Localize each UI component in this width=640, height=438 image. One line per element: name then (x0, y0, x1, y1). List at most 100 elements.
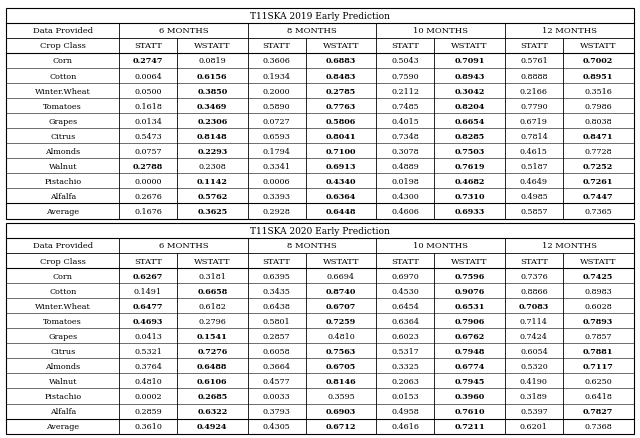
Text: 0.8038: 0.8038 (584, 117, 612, 125)
Text: 0.0153: 0.0153 (392, 392, 419, 400)
Text: 0.7596: 0.7596 (454, 272, 484, 280)
Text: 0.5761: 0.5761 (520, 57, 548, 65)
Text: 0.8888: 0.8888 (520, 72, 548, 80)
Text: 0.2796: 0.2796 (198, 317, 226, 325)
Text: 0.7763: 0.7763 (326, 102, 356, 110)
Text: 0.2166: 0.2166 (520, 87, 548, 95)
Text: 0.3469: 0.3469 (197, 102, 227, 110)
Text: Winter.Wheat: Winter.Wheat (35, 87, 91, 95)
Text: 0.2308: 0.2308 (198, 162, 226, 170)
Text: 0.2063: 0.2063 (391, 377, 419, 385)
Text: 0.5320: 0.5320 (520, 362, 548, 370)
Text: 0.7790: 0.7790 (520, 102, 548, 110)
Text: 0.6418: 0.6418 (584, 392, 612, 400)
Text: 12 MONTHS: 12 MONTHS (542, 27, 596, 35)
Text: 0.6719: 0.6719 (520, 117, 548, 125)
Text: Average: Average (46, 208, 79, 215)
Text: 0.3850: 0.3850 (197, 87, 227, 95)
Text: 0.3610: 0.3610 (134, 422, 162, 430)
Text: Tomatoes: Tomatoes (44, 317, 82, 325)
Text: 12 MONTHS: 12 MONTHS (542, 242, 596, 250)
Text: 0.3189: 0.3189 (520, 392, 548, 400)
Text: 0.6054: 0.6054 (520, 347, 548, 355)
Text: 0.6903: 0.6903 (326, 407, 356, 415)
Text: STATT: STATT (134, 42, 162, 50)
Text: 0.4300: 0.4300 (392, 192, 419, 201)
Text: STATT: STATT (262, 257, 291, 265)
Text: 0.8285: 0.8285 (454, 132, 484, 141)
Text: 0.7117: 0.7117 (583, 362, 614, 370)
Text: 0.6762: 0.6762 (454, 332, 484, 340)
Text: 0.7276: 0.7276 (197, 347, 227, 355)
Text: 0.6322: 0.6322 (197, 407, 227, 415)
Text: 0.3595: 0.3595 (327, 392, 355, 400)
Text: WSTATT: WSTATT (451, 42, 488, 50)
Text: 0.8951: 0.8951 (583, 72, 614, 80)
Text: 0.6448: 0.6448 (326, 208, 356, 215)
Text: 0.6028: 0.6028 (584, 302, 612, 310)
Text: 0.4190: 0.4190 (520, 377, 548, 385)
Text: 0.4615: 0.4615 (520, 148, 548, 155)
Text: 0.6477: 0.6477 (132, 302, 163, 310)
Text: 0.4606: 0.4606 (391, 208, 419, 215)
Text: 0.4810: 0.4810 (134, 377, 162, 385)
Text: WSTATT: WSTATT (323, 257, 359, 265)
Text: 0.6438: 0.6438 (262, 302, 291, 310)
Text: 0.1676: 0.1676 (134, 208, 162, 215)
Text: 0.6267: 0.6267 (133, 272, 163, 280)
Text: WSTATT: WSTATT (323, 42, 359, 50)
Text: 0.0064: 0.0064 (134, 72, 162, 80)
Text: 0.7252: 0.7252 (583, 162, 613, 170)
Text: 0.4530: 0.4530 (392, 287, 419, 295)
Text: 0.7261: 0.7261 (583, 177, 614, 185)
Text: 0.2112: 0.2112 (391, 87, 419, 95)
Text: Cotton: Cotton (49, 72, 76, 80)
Text: WSTATT: WSTATT (194, 42, 230, 50)
Text: 0.0819: 0.0819 (198, 57, 226, 65)
Text: 0.5473: 0.5473 (134, 132, 162, 141)
Text: 0.7503: 0.7503 (454, 148, 484, 155)
Text: 0.6658: 0.6658 (197, 287, 227, 295)
Text: 0.5397: 0.5397 (520, 407, 548, 415)
Text: 0.2859: 0.2859 (134, 407, 162, 415)
Text: 0.3341: 0.3341 (262, 162, 291, 170)
Text: 0.6488: 0.6488 (197, 362, 227, 370)
Text: 0.6712: 0.6712 (326, 422, 356, 430)
Text: 0.6156: 0.6156 (197, 72, 228, 80)
Text: 10 MONTHS: 10 MONTHS (413, 27, 468, 35)
Text: 0.1491: 0.1491 (134, 287, 162, 295)
Text: 8 MONTHS: 8 MONTHS (287, 27, 337, 35)
Text: 0.7310: 0.7310 (454, 192, 485, 201)
Text: Crop Class: Crop Class (40, 42, 86, 50)
Text: 0.1934: 0.1934 (262, 72, 291, 80)
Text: 0.5043: 0.5043 (392, 57, 419, 65)
Text: 0.5321: 0.5321 (134, 347, 162, 355)
Text: T11SKA 2020 Early Prediction: T11SKA 2020 Early Prediction (250, 226, 390, 235)
Text: 0.0500: 0.0500 (134, 87, 162, 95)
Text: 0.0413: 0.0413 (134, 332, 162, 340)
Text: Tomatoes: Tomatoes (44, 102, 82, 110)
Text: WSTATT: WSTATT (580, 257, 616, 265)
Text: Walnut: Walnut (49, 377, 77, 385)
Text: 0.4693: 0.4693 (132, 317, 163, 325)
Text: 0.2676: 0.2676 (134, 192, 162, 201)
Text: 0.3325: 0.3325 (391, 362, 419, 370)
Text: 0.2928: 0.2928 (262, 208, 291, 215)
Text: 0.8204: 0.8204 (454, 102, 484, 110)
Text: 0.7259: 0.7259 (326, 317, 356, 325)
Text: 0.6106: 0.6106 (197, 377, 228, 385)
Text: 0.6023: 0.6023 (391, 332, 419, 340)
Text: 0.7365: 0.7365 (584, 208, 612, 215)
Text: 0.4340: 0.4340 (326, 177, 356, 185)
Text: 0.7610: 0.7610 (454, 407, 485, 415)
Text: 0.6913: 0.6913 (326, 162, 356, 170)
Text: Alfalfa: Alfalfa (50, 407, 76, 415)
Text: 0.8041: 0.8041 (326, 132, 356, 141)
Text: Walnut: Walnut (49, 162, 77, 170)
Text: 0.7091: 0.7091 (454, 57, 485, 65)
Text: Grapes: Grapes (48, 332, 77, 340)
Text: 10 MONTHS: 10 MONTHS (413, 242, 468, 250)
Text: 0.7368: 0.7368 (584, 422, 612, 430)
Text: 0.7563: 0.7563 (326, 347, 356, 355)
Text: 0.2293: 0.2293 (197, 148, 227, 155)
